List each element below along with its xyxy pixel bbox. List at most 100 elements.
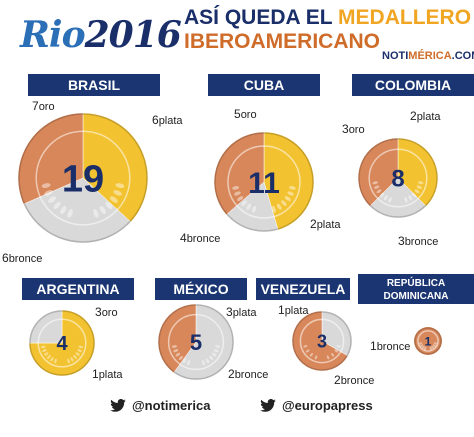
laurel-leaf — [284, 196, 291, 202]
slice-bronce — [357, 137, 399, 207]
country-banner — [256, 278, 350, 300]
medal-total: 3 — [317, 331, 327, 351]
laurel-leaf — [288, 186, 296, 190]
laurel-leaf — [209, 355, 214, 361]
rio2016-logo: Rio2016 — [20, 14, 182, 56]
country-name: CUBA — [244, 77, 284, 93]
laurel-leaf — [379, 192, 385, 198]
medal-rim — [214, 132, 314, 232]
laurel-leaf — [414, 189, 420, 194]
title-part-a: ASÍ QUEDA EL — [184, 6, 339, 29]
laurel-leaf — [411, 192, 417, 198]
laurel-leaf — [276, 203, 282, 210]
country-banner — [22, 278, 134, 300]
laurel-leaf — [60, 206, 67, 215]
laurel-leaf — [237, 196, 244, 202]
laurel-leaf — [214, 345, 221, 348]
twitter-handle-notimerica[interactable]: @notimerica — [110, 398, 210, 413]
laurel-leaf — [42, 349, 47, 353]
header: Rio2016 ASÍ QUEDA EL MEDALLERO IBEROAMER… — [0, 0, 474, 70]
laurel-leaf — [303, 345, 308, 348]
medal-rim — [414, 327, 442, 355]
slice-bronce — [213, 131, 265, 216]
laurel-leaf — [211, 352, 217, 357]
slice-bronce — [157, 303, 197, 374]
medal-inner-ring — [167, 313, 225, 371]
laurel-leaf — [41, 183, 51, 189]
medal-total: 11 — [248, 167, 280, 200]
medal-inner-ring — [417, 330, 439, 352]
laurel-leaf — [424, 346, 427, 351]
medal-inner-ring — [299, 318, 345, 364]
slice-plata — [369, 177, 427, 219]
laurel-leaf — [383, 195, 388, 201]
label-bronce: 1bronce — [370, 339, 410, 353]
country-name: DOMINICANA — [384, 291, 449, 302]
country-name: VENEZUELA — [261, 281, 346, 297]
label-oro: 3oro — [95, 305, 118, 319]
label-plata: 2plata — [410, 109, 441, 123]
laurel-leaf — [334, 349, 339, 353]
country-name: BRASIL — [68, 77, 121, 93]
laurel-leaf — [205, 358, 210, 364]
slice-oro — [82, 112, 149, 223]
slice-plata — [225, 181, 279, 233]
country-name: ARGENTINA — [36, 281, 119, 297]
country-banner — [208, 74, 320, 96]
laurel-leaf — [404, 197, 408, 203]
laurel-leaf — [67, 209, 73, 218]
country-name: COLOMBIA — [375, 77, 451, 93]
laurel-leaf — [246, 203, 252, 210]
laurel-leaf — [431, 345, 435, 350]
laurel-leaf — [182, 358, 187, 364]
label-plata: 1plata — [92, 367, 123, 381]
slice-oro — [263, 131, 315, 231]
laurel-leaf — [331, 353, 335, 357]
laurel-leaf — [48, 196, 57, 203]
laurel-leaf — [70, 357, 74, 362]
medal-rim — [158, 304, 234, 380]
laurel-leaf — [429, 346, 432, 351]
laurel-leaf — [376, 189, 382, 194]
laurel-leaf — [115, 183, 125, 189]
laurel-leaf — [175, 352, 181, 357]
twitter-bird-icon — [260, 399, 276, 412]
medal-total: 1 — [425, 334, 432, 348]
twitter-handle-europapress[interactable]: @europapress — [260, 398, 373, 413]
brand-part-a: NOTI — [382, 50, 409, 62]
country-banner — [358, 274, 474, 304]
medal-total: 5 — [190, 330, 202, 355]
laurel-leaf — [201, 360, 206, 366]
laurel-leaf — [78, 345, 83, 349]
laurel-leaf — [271, 205, 276, 213]
laurel-leaf — [44, 190, 53, 196]
laurel-leaf — [44, 352, 49, 356]
label-bronce: 3bronce — [398, 234, 438, 248]
label-bronce: 2bronce — [334, 373, 374, 387]
laurel-leaf — [281, 200, 287, 206]
title-line-1: ASÍ QUEDA EL MEDALLERO — [184, 6, 471, 30]
medal-total: 8 — [391, 166, 404, 193]
label-oro: 7oro — [32, 99, 55, 113]
laurel-leaf — [41, 345, 46, 349]
laurel-leaf — [232, 186, 240, 190]
laurel-leaf — [326, 355, 330, 360]
label-bronce: 4bronce — [180, 231, 220, 245]
laurel-leaf — [75, 352, 80, 356]
label-bronce: 2bronce — [228, 367, 268, 381]
laurel-leaf — [305, 349, 310, 353]
brand-notimerica: NOTIMÉRICA.COM — [382, 50, 474, 62]
laurel-leaf — [178, 355, 183, 361]
laurel-leaf — [234, 191, 241, 196]
medal-inner-ring — [35, 130, 131, 226]
title-part-b: MEDALLERO — [338, 6, 472, 29]
country-banner — [352, 74, 474, 96]
laurel-leaf — [53, 201, 61, 210]
country-name: REPÚBLICA — [387, 276, 445, 289]
laurel-leaf — [374, 185, 380, 189]
laurel-leaf — [433, 342, 438, 345]
logo-year: 2016 — [84, 14, 182, 56]
laurel-leaf — [213, 349, 219, 353]
laurel-leaf — [113, 190, 122, 196]
handle-text: @europapress — [282, 398, 373, 413]
